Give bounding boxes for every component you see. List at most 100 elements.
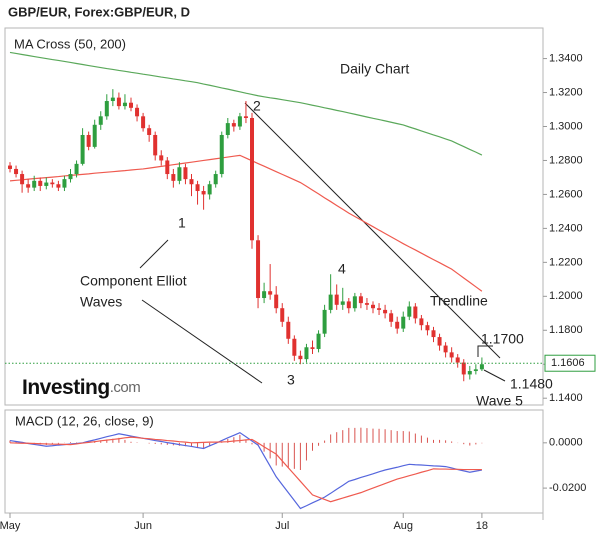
candle-body — [153, 134, 158, 156]
candle-body — [395, 321, 400, 329]
candle-body — [177, 167, 182, 181]
y-tick-label: 1.3400 — [549, 52, 583, 64]
annotation: Wave 5 — [476, 393, 523, 409]
macd-line — [9, 431, 483, 510]
x-tick-label: Aug — [393, 520, 413, 532]
logo-name: Investing — [22, 376, 110, 399]
candle-body — [419, 318, 424, 326]
candle-body — [213, 174, 218, 185]
candle-body — [116, 97, 121, 107]
pointer-line — [483, 369, 506, 382]
y-tick-label: 1.2000 — [549, 290, 583, 302]
candle-body — [56, 184, 61, 188]
logo-suffix: .com — [110, 379, 141, 396]
y-tick-label: 1.2200 — [549, 256, 583, 268]
candle-body — [286, 321, 291, 339]
candle-body — [171, 174, 176, 181]
candle-body — [147, 128, 152, 135]
candle-body — [68, 174, 73, 180]
last-price-label: 1.1606 — [551, 357, 585, 369]
y-tick-label: 1.2800 — [549, 154, 583, 166]
pointer-line — [141, 299, 263, 384]
x-tick-label: Jun — [134, 520, 152, 532]
price-panel — [4, 27, 544, 406]
candle-body — [473, 369, 478, 372]
candle-body — [26, 184, 31, 188]
candle-body — [86, 134, 91, 147]
candle-body — [231, 123, 236, 127]
candle-body — [340, 301, 345, 305]
candle-body — [443, 345, 448, 353]
candle-body — [274, 294, 279, 309]
candle-body — [44, 182, 49, 186]
candle-body — [310, 347, 315, 349]
candle-body — [104, 101, 109, 117]
x-tick-label: Jul — [275, 520, 289, 532]
candle-body — [413, 306, 418, 319]
candle-body — [141, 116, 146, 129]
candle-body — [322, 309, 327, 334]
candle-body — [80, 134, 85, 164]
candle-body — [346, 301, 351, 309]
candle-body — [461, 362, 466, 375]
annotation: 1.1700 — [481, 331, 524, 347]
candle-body — [237, 116, 242, 127]
annotation: Waves — [80, 294, 122, 310]
candle-body — [243, 116, 248, 119]
macd-label: MACD (12, 26, close, 9) — [15, 413, 154, 428]
moving-average-line — [9, 51, 483, 156]
y-tick-label: 1.3000 — [549, 120, 583, 132]
annotation: Daily Chart — [340, 61, 409, 77]
candle-body — [183, 167, 188, 180]
y-tick-label: 0.0000 — [549, 437, 583, 449]
x-tick-label: May — [0, 520, 21, 532]
candle-body — [122, 102, 127, 107]
candle-body — [383, 309, 388, 314]
candle-body — [455, 357, 460, 363]
last-price-box — [544, 354, 596, 372]
candle-body — [110, 97, 115, 102]
candle-body — [8, 165, 12, 169]
candle-body — [401, 316, 406, 329]
annotation: 1 — [178, 215, 186, 231]
annotation: 3 — [287, 372, 295, 388]
page-header: GBP/EUR, Forex:GBP/EUR, D — [8, 4, 190, 19]
candle-body — [195, 184, 200, 192]
candle-body — [304, 347, 309, 360]
candle-body — [298, 355, 303, 360]
candle-body — [256, 240, 261, 299]
moving-average-line — [9, 154, 483, 292]
candle-body — [262, 291, 267, 299]
y-tick-label: 1.1400 — [549, 392, 583, 404]
candle-body — [135, 107, 140, 117]
candle-body — [479, 364, 484, 370]
candle-body — [292, 338, 297, 356]
candle-body — [352, 296, 357, 309]
candle-body — [92, 124, 97, 147]
macd-line — [9, 436, 482, 503]
candle-body — [219, 134, 224, 175]
candle-body — [437, 337, 442, 346]
candle-body — [207, 184, 212, 195]
candle-body — [98, 116, 103, 125]
candle-body — [316, 333, 321, 349]
candle-body — [268, 291, 273, 295]
candle-body — [201, 191, 206, 195]
logo: Investing.com — [22, 376, 140, 399]
candle-body — [334, 294, 339, 305]
candle-body — [407, 306, 412, 317]
annotation: Component Elliot — [80, 273, 187, 289]
candle-body — [225, 123, 230, 135]
candle-body — [449, 352, 454, 358]
candle-body — [358, 296, 363, 304]
candle-body — [165, 160, 170, 175]
candle-body — [189, 179, 194, 185]
candle-body — [50, 182, 55, 185]
y-tick-label: 1.3200 — [549, 86, 583, 98]
candle-body — [20, 174, 25, 185]
candle-body — [389, 313, 394, 322]
indicator-label: MA Cross (50, 200) — [14, 36, 126, 51]
pointer-line — [139, 239, 169, 269]
pointer-line — [477, 345, 493, 357]
